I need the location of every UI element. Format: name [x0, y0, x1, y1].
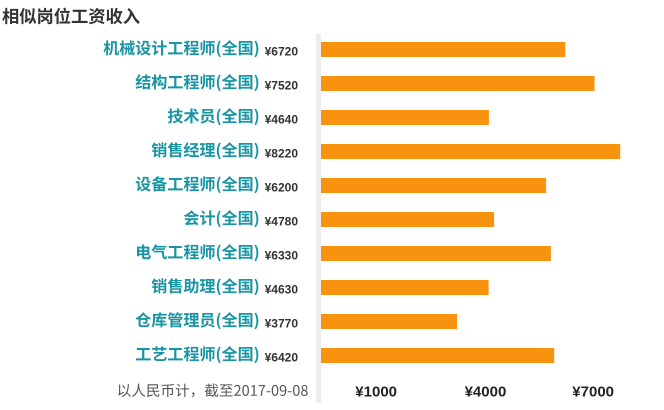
svg-text:¥1000: ¥1000 — [355, 383, 397, 400]
svg-text:¥7520: ¥7520 — [265, 79, 299, 93]
svg-text:¥4640: ¥4640 — [265, 113, 299, 127]
svg-text:¥3770: ¥3770 — [265, 317, 299, 331]
svg-text:¥6720: ¥6720 — [265, 45, 299, 59]
svg-text:¥4780: ¥4780 — [265, 215, 299, 229]
svg-text:¥6330: ¥6330 — [265, 249, 299, 263]
svg-text:¥4630: ¥4630 — [265, 283, 299, 297]
svg-text:¥6200: ¥6200 — [265, 181, 299, 195]
svg-text:¥8220: ¥8220 — [265, 147, 299, 161]
svg-text:¥7000: ¥7000 — [572, 383, 614, 400]
svg-text:¥6420: ¥6420 — [265, 351, 299, 365]
svg-text:¥4000: ¥4000 — [465, 383, 507, 400]
